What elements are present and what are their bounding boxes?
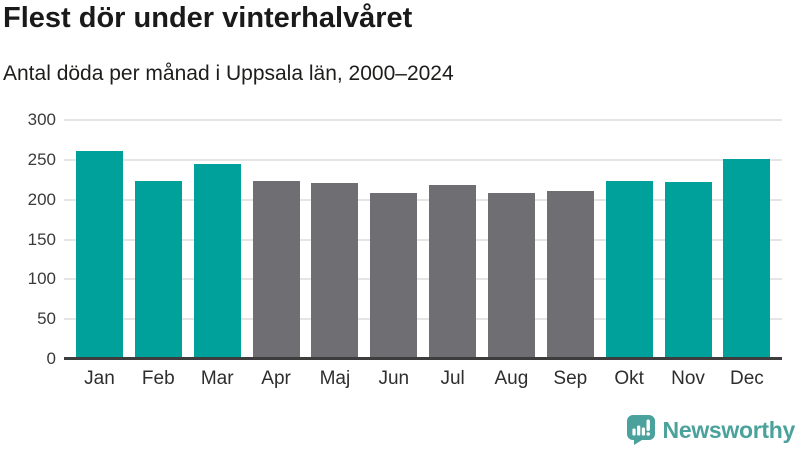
bar-mar	[193, 163, 241, 359]
chart-subtitle: Antal döda per månad i Uppsala län, 2000…	[3, 62, 454, 85]
x-tick-label-feb: Feb	[141, 368, 175, 389]
gridline-50	[64, 318, 782, 321]
bar-apr	[252, 180, 300, 359]
y-tick-label-100: 100	[27, 269, 56, 289]
bar-maj	[311, 182, 359, 359]
x-tick-label-aug: Aug	[494, 368, 529, 389]
y-tick-label-250: 250	[27, 149, 56, 169]
x-tick-label-apr: Apr	[261, 368, 291, 389]
bar-jun	[370, 192, 418, 359]
bar-jul	[429, 185, 477, 359]
bar-okt	[605, 180, 653, 359]
bar-nov	[664, 182, 712, 359]
bar-sep	[546, 190, 594, 359]
x-tick-label-mar: Mar	[200, 368, 234, 389]
x-tick-label-sep: Sep	[553, 368, 588, 389]
x-tick-label-maj: Maj	[319, 368, 351, 389]
x-axis-line	[64, 357, 782, 360]
y-tick-label-200: 200	[27, 189, 56, 209]
bar-aug	[487, 192, 535, 359]
y-tick-label-50: 50	[37, 309, 56, 329]
x-tick-label-nov: Nov	[671, 368, 705, 389]
x-tick-label-okt: Okt	[614, 368, 644, 389]
gridline-150	[64, 238, 782, 241]
gridline-100	[64, 278, 782, 281]
newsworthy-logo-text: Newsworthy	[662, 416, 796, 443]
x-tick-label-jul: Jul	[440, 368, 465, 389]
x-tick-label-jun: Jun	[378, 368, 410, 389]
plot-area	[64, 119, 782, 359]
gridline-250	[64, 158, 782, 161]
bar-feb	[134, 180, 182, 359]
y-tick-label-0: 0	[46, 349, 56, 368]
y-tick-label-300: 300	[27, 110, 56, 129]
x-tick-label-jan: Jan	[84, 368, 115, 389]
x-axis-labels: Jan Feb Mar Apr Maj Jun Jul Aug Sep Okt Nov Dec	[64, 368, 782, 394]
bar-chart-speech-bubble-icon	[626, 415, 655, 445]
y-axis-labels: 0 50 100 150 200 250 300	[10, 110, 56, 368]
newsworthy-logo[interactable]: Newsworthy	[626, 415, 796, 445]
y-tick-label-150: 150	[27, 229, 56, 249]
gridline-300	[64, 119, 782, 121]
x-tick-label-dec: Dec	[729, 368, 764, 389]
bar-dec	[723, 159, 771, 359]
bar-jan	[76, 151, 123, 359]
gridline-200	[64, 198, 782, 201]
chart-title: Flest dör under vinterhalvåret	[3, 2, 413, 34]
